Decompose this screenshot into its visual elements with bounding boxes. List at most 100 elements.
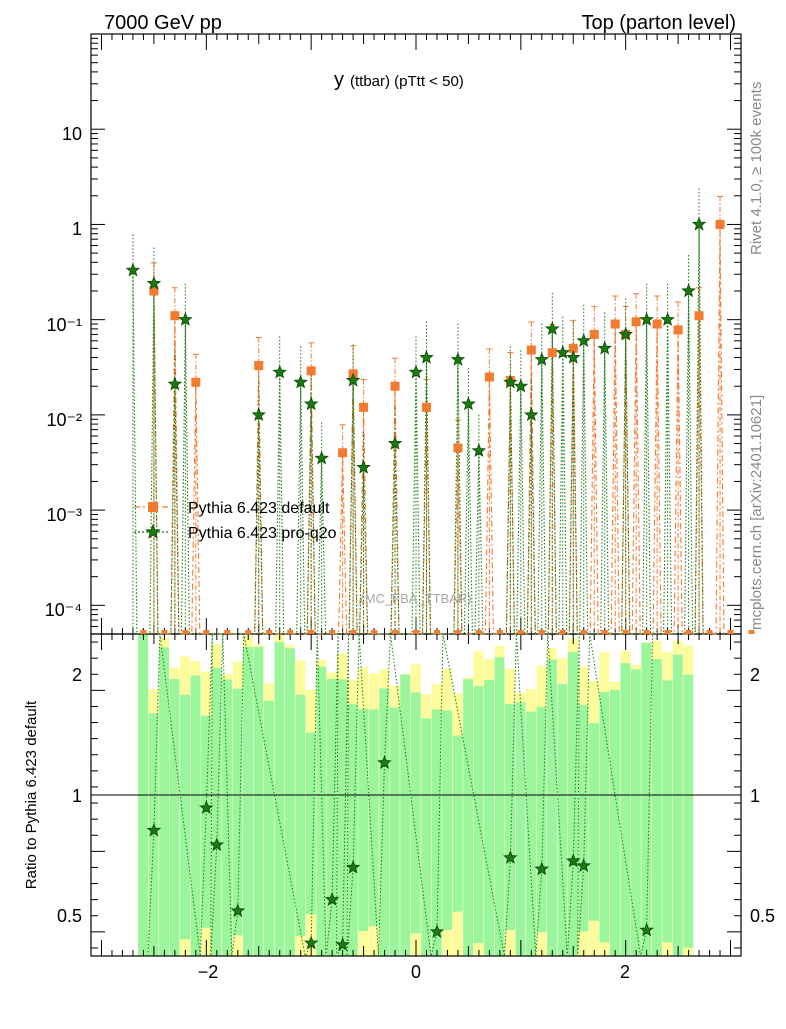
legend-proq2o-label: Pythia 6.423 pro-q2o: [188, 525, 337, 542]
ratio-point: [576, 858, 591, 873]
default-zero-marker: [266, 630, 273, 634]
ratio-point: [503, 850, 518, 864]
proq2o-point: [691, 216, 707, 231]
plot-title-main: y: [334, 69, 344, 91]
proq2o-point: [387, 436, 403, 450]
proq2o-point: [303, 396, 319, 411]
default-zero-marker: [140, 630, 147, 634]
ratio-point: [146, 822, 162, 837]
default-zero-marker: [664, 630, 671, 634]
proq2o-point: [461, 396, 476, 411]
proq2o-point: [178, 312, 193, 326]
ratio-point: [566, 853, 581, 868]
default-zero-marker: [559, 630, 566, 634]
default-point: [306, 366, 316, 376]
y-tick-label-1e-2: 10⁻²: [46, 410, 82, 430]
ratio-point: [324, 891, 340, 906]
ratio-band-green: [253, 646, 264, 956]
proq2o-point: [597, 340, 612, 355]
ratio-band-green: [683, 674, 694, 948]
ratio-band-green: [452, 735, 463, 912]
process-label: Top (parton level): [581, 12, 736, 34]
ratio-band-green: [211, 667, 222, 956]
default-point: [149, 286, 159, 296]
default-zero-marker: [622, 630, 629, 634]
ratio-band-green: [305, 732, 316, 915]
default-zero-marker: [433, 630, 440, 634]
default-point: [421, 402, 431, 412]
default-zero-marker: [161, 630, 168, 634]
ratio-tick-label-1-left: 1: [72, 786, 82, 806]
ratio-band-green: [473, 686, 484, 944]
legend-proq2o-marker: [145, 523, 161, 539]
rivet-version-label: Rivet 4.1.0, ≥ 100k events: [748, 82, 765, 255]
ratio-band-green: [368, 709, 379, 927]
default-zero-marker: [287, 630, 294, 634]
default-zero-marker: [496, 630, 503, 634]
default-zero-marker: [329, 630, 336, 634]
ratio-band-green: [620, 663, 631, 956]
default-point: [170, 311, 180, 321]
ratio-band-green: [222, 679, 232, 956]
default-zero-marker: [538, 630, 545, 634]
proq2o-point: [660, 312, 675, 326]
ratio-point: [199, 800, 214, 814]
ratio-band-green: [505, 703, 515, 931]
default-point: [254, 361, 264, 371]
y-tick-label-1e-4: 10⁻⁴: [45, 600, 82, 620]
default-point: [568, 343, 578, 353]
ratio-band-green: [295, 694, 306, 937]
proq2o-point: [534, 352, 550, 366]
ratio-point: [230, 903, 246, 918]
default-point: [484, 372, 494, 382]
analysis-watermark: (MC_FBA_TTBAR): [360, 591, 471, 606]
ratio-band-green: [326, 678, 337, 956]
ratio-point: [335, 937, 350, 951]
proq2o-point: [513, 378, 529, 393]
default-zero-marker: [517, 630, 524, 634]
ratio-band-green: [630, 669, 641, 956]
ratio-tick-label-0p5-left: 0.5: [57, 906, 82, 926]
legend-default-marker: [148, 502, 158, 512]
ratio-band-green: [284, 648, 295, 956]
ratio-band-green: [169, 678, 180, 956]
legend-default-label: Pythia 6.423 default: [188, 500, 330, 517]
ratio-band-green: [358, 709, 369, 931]
ratio-band-green: [568, 651, 578, 956]
ratio-band-green: [421, 718, 432, 956]
ratio-point: [639, 922, 654, 937]
ratio-band-green: [609, 689, 620, 956]
x-tick-label-2: 2: [620, 962, 630, 982]
ratio-band-green: [442, 710, 453, 930]
proq2o-point: [545, 321, 560, 336]
ratio-band-green: [641, 642, 652, 956]
proq2o-point: [293, 374, 308, 389]
default-point: [191, 377, 201, 387]
proq2o-point: [471, 443, 487, 457]
default-point: [673, 325, 683, 335]
ratio-band-green: [180, 694, 190, 940]
x-tick-label-neg2: −2: [198, 962, 219, 982]
default-zero-marker: [748, 630, 755, 634]
default-point: [526, 345, 536, 355]
default-zero-marker: [685, 630, 692, 634]
ratio-band-green: [547, 659, 557, 956]
ratio-band-green: [243, 647, 253, 956]
default-zero-marker: [371, 630, 378, 634]
default-zero-marker: [706, 630, 713, 634]
default-zero-marker: [601, 630, 608, 634]
ratio-uncertainty-bands: [138, 634, 694, 956]
ratio-band-green: [672, 654, 683, 956]
proq2o-point: [681, 283, 696, 298]
beam-label: 7000 GeV pp: [104, 12, 222, 34]
default-zero-marker: [182, 630, 189, 634]
default-point: [715, 219, 725, 229]
ratio-point: [534, 861, 550, 876]
default-zero-marker: [727, 630, 734, 634]
ratio-band-green: [484, 680, 495, 956]
axis-ticks: [90, 34, 742, 956]
default-zero-marker: [454, 630, 461, 634]
proq2o-point: [356, 459, 371, 474]
ratio-band-green: [410, 692, 421, 934]
